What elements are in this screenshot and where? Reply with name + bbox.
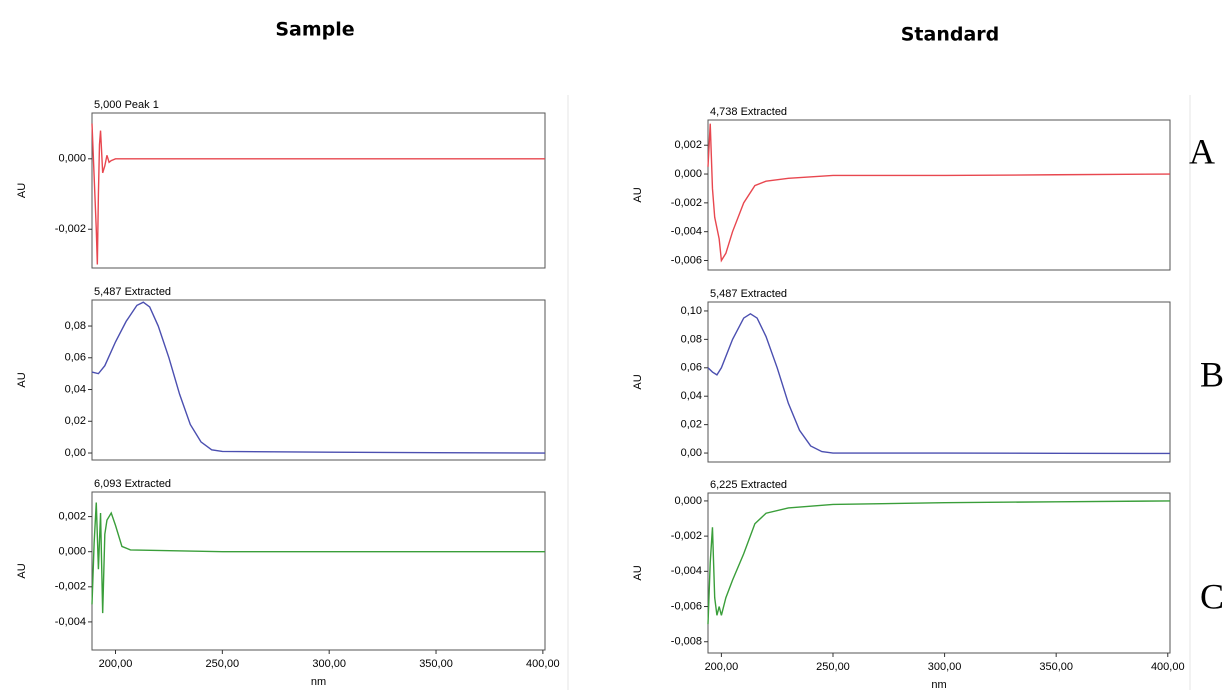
x-tick-label: 400,00 [1151, 661, 1185, 673]
y-tick-label: -0,002 [55, 581, 86, 593]
y-tick-label: 0,02 [65, 415, 86, 427]
chart-title: 5,487 Extracted [710, 288, 787, 300]
chart-title: 4,738 Extracted [710, 106, 787, 118]
x-axis-label: nm [931, 679, 946, 690]
y-tick-label: 0,000 [674, 495, 702, 507]
chart-title: 6,093 Extracted [94, 478, 171, 490]
x-tick-label: 250,00 [206, 658, 240, 670]
plot-frame [91, 299, 546, 461]
y-tick-label: 0,04 [681, 390, 702, 402]
x-tick-label: 300,00 [928, 661, 962, 673]
x-tick-label: 250,00 [816, 661, 850, 673]
y-tick-label: 0,08 [65, 320, 86, 332]
plot-frame [707, 119, 1171, 271]
heading: Sample [275, 19, 354, 41]
y-tick-label: -0,006 [671, 254, 702, 266]
panel-label: A [1189, 131, 1215, 171]
panel-label: B [1200, 354, 1224, 394]
x-axis-label: nm [311, 676, 326, 688]
chart-title: 5,487 Extracted [94, 286, 171, 298]
y-axis-label: AU [632, 565, 644, 580]
y-tick-label: -0,004 [671, 226, 702, 238]
y-tick-label: 0,00 [65, 447, 86, 459]
y-tick-label: -0,002 [671, 530, 702, 542]
y-axis-label: AU [16, 183, 28, 198]
spectrum-line [91, 502, 545, 614]
y-tick-label: -0,004 [55, 616, 86, 628]
y-tick-label: 0,002 [674, 139, 702, 151]
plot-frame [91, 112, 546, 269]
panel-label: C [1200, 576, 1224, 616]
spectrum-line [91, 301, 546, 454]
spectrum-line [91, 123, 545, 265]
plot-frame [707, 492, 1171, 654]
y-tick-label: 0,04 [65, 383, 86, 395]
chart-title: 6,225 Extracted [710, 479, 787, 491]
y-tick-label: 0,002 [58, 510, 86, 522]
y-tick-label: -0,006 [671, 600, 702, 612]
x-tick-label: 200,00 [705, 661, 739, 673]
y-tick-label: -0,008 [671, 636, 702, 648]
y-axis-label: AU [632, 187, 644, 202]
x-tick-label: 350,00 [419, 658, 453, 670]
y-axis-label: AU [632, 374, 644, 389]
x-tick-label: 300,00 [312, 658, 346, 670]
y-tick-label: -0,002 [55, 223, 86, 235]
y-tick-label: 0,06 [65, 352, 86, 364]
spectrum-line [707, 123, 1171, 263]
spectrum-line [707, 500, 1171, 625]
spectrum-line [707, 312, 1171, 455]
y-tick-label: 0,00 [681, 447, 702, 459]
y-axis-label: AU [16, 563, 28, 578]
y-tick-label: 0,10 [681, 305, 702, 317]
x-tick-label: 400,00 [526, 658, 560, 670]
plot-frame [707, 301, 1171, 463]
y-tick-label: 0,000 [58, 153, 86, 165]
y-tick-label: 0,08 [681, 333, 702, 345]
plot-frame [91, 491, 546, 651]
y-tick-label: 0,000 [674, 168, 702, 180]
y-tick-label: -0,002 [671, 197, 702, 209]
y-tick-label: 0,02 [681, 419, 702, 431]
y-tick-label: -0,004 [671, 565, 702, 577]
y-tick-label: 0,06 [681, 362, 702, 374]
y-axis-label: AU [16, 372, 28, 387]
y-tick-label: 0,000 [58, 546, 86, 558]
heading: Standard [901, 24, 1000, 46]
chart-title: 5,000 Peak 1 [94, 99, 159, 111]
x-tick-label: 350,00 [1039, 661, 1073, 673]
x-tick-label: 200,00 [99, 658, 133, 670]
